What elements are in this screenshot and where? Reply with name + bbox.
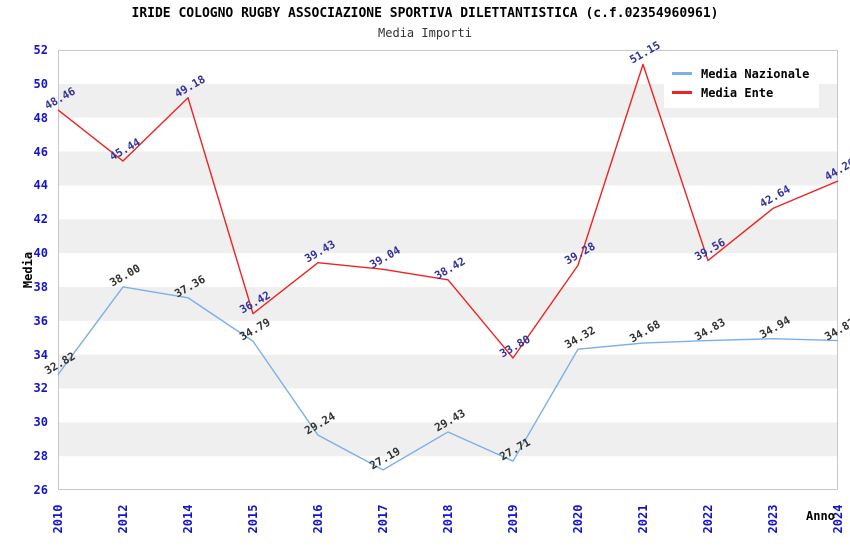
x-tick-label: 2018 <box>441 504 455 534</box>
y-tick-label: 42 <box>33 212 48 227</box>
series-line-ente <box>57 63 839 359</box>
y-tick-label: 30 <box>33 415 48 430</box>
series-line-nazionale <box>57 286 839 471</box>
y-tick-label: 26 <box>33 483 48 497</box>
legend-label-ente: Media Ente <box>701 85 774 100</box>
y-tick-label: 50 <box>33 76 48 91</box>
x-tick-label: 2021 <box>636 504 650 534</box>
x-tick-label: 2010 <box>51 504 65 534</box>
legend-label-nazionale: Media Nazionale <box>701 66 810 81</box>
x-tick-label: 2014 <box>181 504 195 534</box>
nazionale-line-swatch-icon <box>672 72 692 75</box>
y-tick-label: 52 <box>33 43 48 57</box>
x-tick-label: 2019 <box>506 504 520 534</box>
y-tick-label: 44 <box>33 178 48 193</box>
y-tick-label: 48 <box>33 110 48 125</box>
grid-band <box>58 151 838 186</box>
legend-item-ente: Media Ente <box>672 83 809 102</box>
x-tick-label: 2023 <box>766 504 780 534</box>
legend-item-nazionale: Media Nazionale <box>672 64 809 83</box>
y-tick-label: 34 <box>33 347 48 362</box>
y-tick-label: 28 <box>33 449 48 464</box>
y-tick-label: 46 <box>33 144 48 159</box>
legend: Media Nazionale Media Ente <box>664 59 820 108</box>
y-tick-label: 36 <box>33 313 48 328</box>
grid-band <box>58 117 838 152</box>
y-axis-label: Media <box>21 251 35 289</box>
y-tick-label: 40 <box>33 246 48 261</box>
x-tick-label: 2016 <box>311 504 325 534</box>
x-tick-label: 2012 <box>116 504 130 534</box>
y-tick-label: 32 <box>33 381 48 396</box>
ente-line-swatch-icon <box>672 91 692 94</box>
x-tick-label: 2020 <box>571 504 585 534</box>
plot-border <box>58 50 838 490</box>
grid-band <box>58 456 838 490</box>
grid-band <box>58 286 838 321</box>
x-axis-label: Anno <box>806 509 835 523</box>
grid-band <box>58 422 838 457</box>
grid-band <box>58 388 838 423</box>
x-tick-label: 2017 <box>376 504 390 534</box>
chart-title: IRIDE COLOGNO RUGBY ASSOCIAZIONE SPORTIV… <box>131 6 719 21</box>
grid-band <box>58 219 838 254</box>
x-tick-label: 2022 <box>701 504 715 534</box>
x-tick-label: 2015 <box>246 504 260 534</box>
grid-band <box>58 185 838 220</box>
grid-band <box>58 354 838 389</box>
grid-band <box>58 320 838 355</box>
chart-subtitle: Media Importi <box>378 26 472 40</box>
y-tick-label: 38 <box>33 279 48 294</box>
